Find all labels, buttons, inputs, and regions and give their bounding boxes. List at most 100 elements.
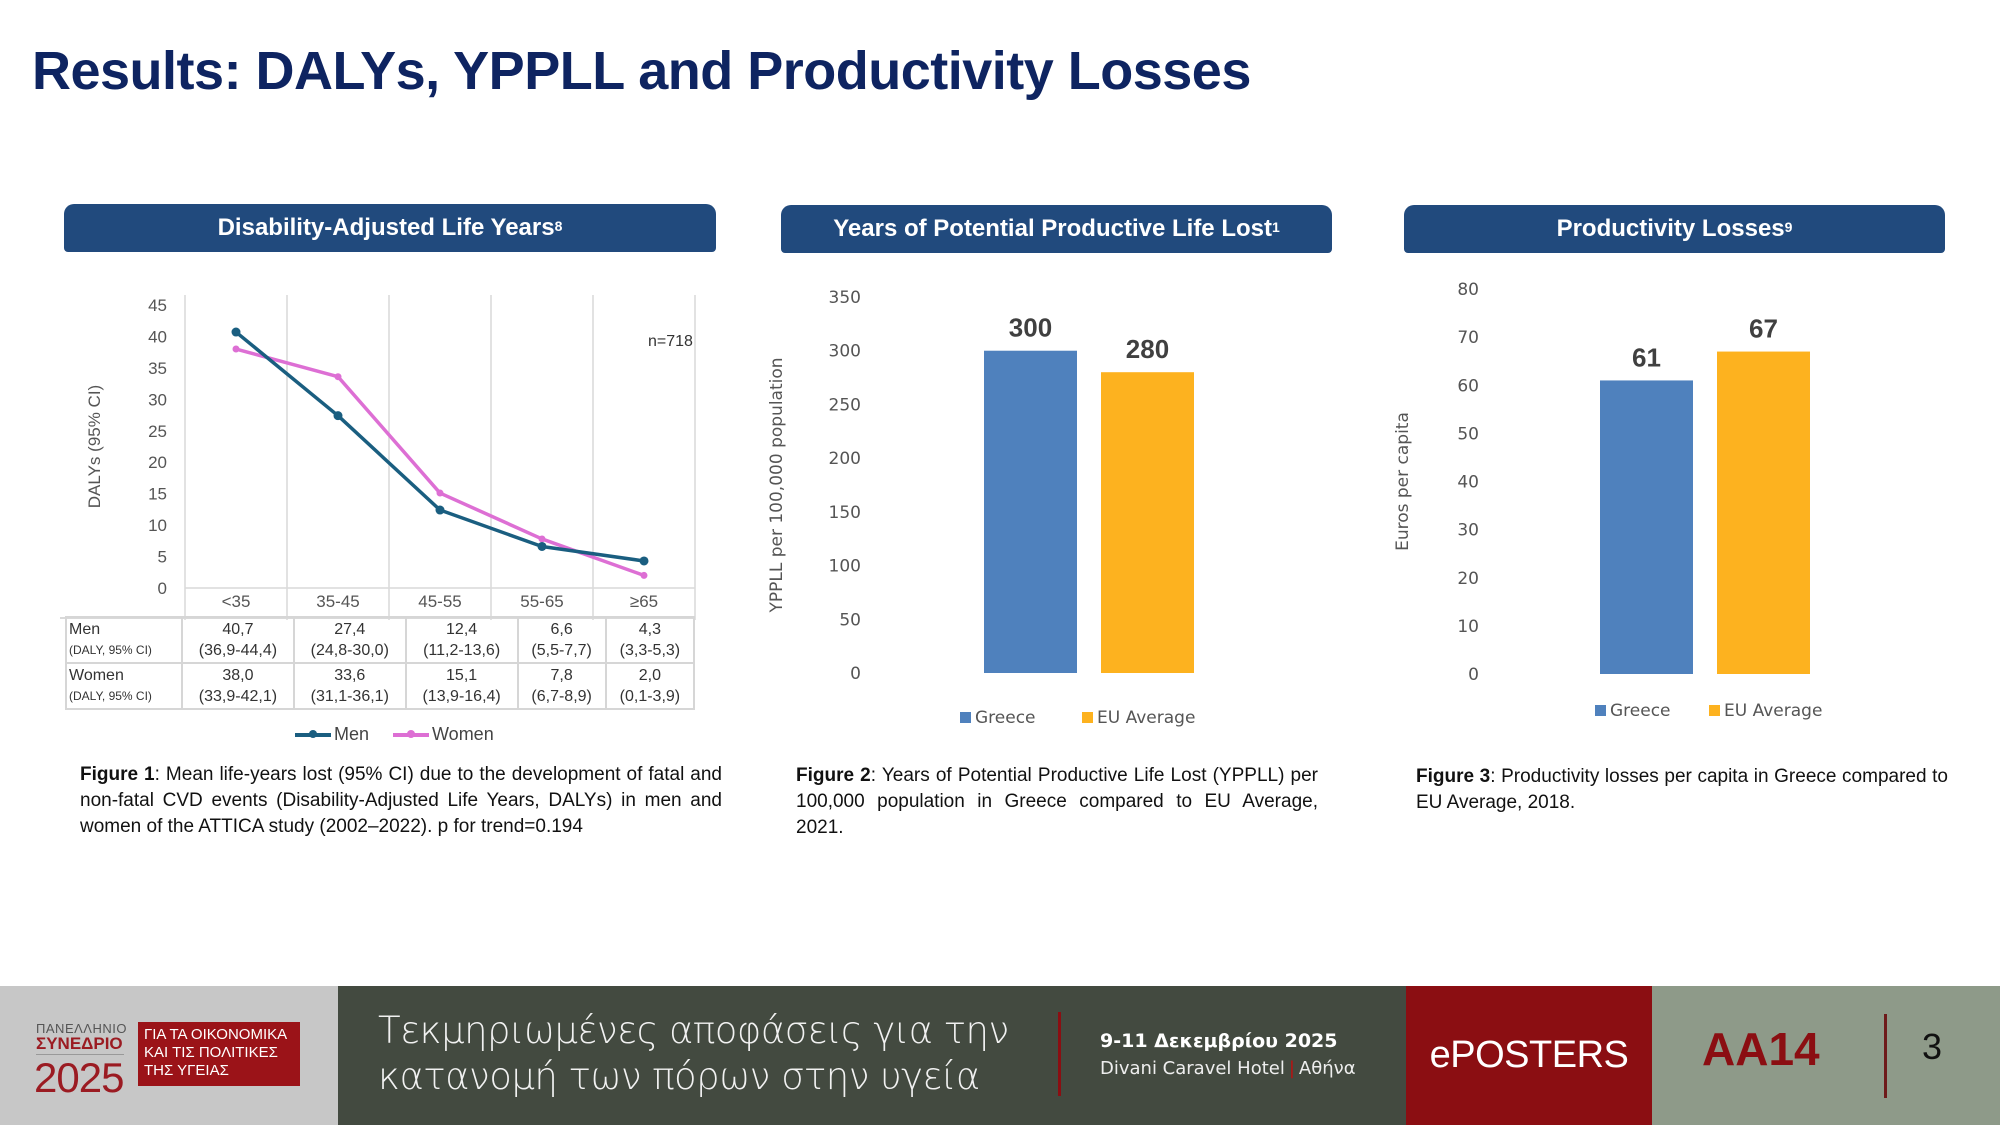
logo-divider [36, 1054, 124, 1055]
y-tick-label: 70 [1457, 328, 1479, 348]
data-point-women [334, 373, 342, 381]
y-tick-label: 80 [1457, 280, 1479, 300]
legend-swatch-men [295, 729, 331, 738]
data-point-women [538, 535, 546, 543]
y-tick-label: 50 [1457, 424, 1479, 444]
bar-value-label: 67 [1749, 314, 1778, 344]
x-tick-label: 35-45 [316, 592, 359, 611]
legend-label: Greece [1610, 701, 1671, 721]
table-cell: 4,3 (3,3-5,3) [604, 616, 696, 664]
page-title: Results: DALYs, YPPLL and Productivity L… [32, 41, 1251, 101]
table-cell: 2,0 (0,1-3,9) [604, 662, 696, 710]
y-tick-label: 150 [829, 503, 861, 523]
footnote-ref: 8 [554, 218, 563, 234]
yppll-bar-chart: 0 50 100 150 200 250 300 350 YPPLL per 100,000 p… [767, 288, 1195, 728]
data-point-men [639, 556, 649, 566]
table-cell: 40,7 (36,9-44,4) [181, 616, 295, 664]
conference-logo: ΠΑΝΕΛΛΗΝΙΟ ΣΥΝΕΔΡΙΟ 2025 ΓΙΑ ΤΑ ΟΙΚΟΝΟΜΙ… [0, 986, 338, 1125]
table-cell: 7,8 (6,7-8,9) [516, 662, 607, 710]
legend-swatch [1709, 705, 1720, 716]
y-tick-label: 10 [1457, 617, 1479, 637]
section-header-dalys: Disability-Adjusted Life Years 8 [64, 204, 716, 252]
sample-size-annotation: n=718 [648, 333, 693, 350]
table-cell: 12,4 (11,2-13,6) [404, 616, 519, 664]
y-tick-label: 300 [829, 342, 861, 362]
table-cell: 6,6 (5,5-7,7) [516, 616, 607, 664]
table-cell: 27,4 (24,8-30,0) [292, 616, 407, 664]
y-axis-label: YPPLL per 100,000 population [767, 357, 787, 613]
data-point-women [640, 571, 648, 579]
y-tick-label: 0 [850, 664, 861, 684]
y-tick-label: 5 [158, 548, 167, 567]
section-header-label: Years of Potential Productive Life Lost [833, 215, 1272, 242]
y-tick-label: 50 [839, 610, 861, 630]
legend-swatch-women [393, 729, 430, 738]
data-point-men [333, 411, 343, 421]
footnote-ref: 9 [1784, 219, 1793, 235]
y-tick-label: 30 [148, 390, 167, 409]
bar-greece [1600, 380, 1693, 674]
conference-tagline: Τεκμηριωμένες αποφάσεις για την κατανομή… [338, 986, 1406, 1125]
table-cell: 38,0 (33,9-42,1) [181, 662, 295, 710]
y-tick-label: 15 [148, 485, 167, 504]
table-row-men: Men (DALY, 95% CI) 40,7 (36,9-44,4) 27,4(… [65, 616, 696, 664]
legend-swatch [1595, 705, 1606, 716]
productivity-bar-chart: 0 10 20 30 40 50 60 70 80 Euros per capita 61 67 Gre… [1393, 280, 1822, 721]
y-tick-label: 0 [1468, 665, 1479, 685]
daly-data-table: Men (DALY, 95% CI) 40,7 (36,9-44,4) 27,4(… [65, 616, 696, 710]
row-label: Men (DALY, 95% CI) [65, 616, 183, 664]
figure-3-caption: Figure 3: Productivity losses per capita… [1416, 766, 1949, 813]
table-cell: 33,6 (31,1-36,1) [292, 662, 407, 710]
figure-2-caption: Figure 2: Years of Potential Productive … [796, 765, 1318, 838]
section-header-yppll: Years of Potential Productive Life Lost 1 [781, 205, 1332, 253]
data-point-men [435, 505, 445, 515]
y-tick-label: 25 [148, 422, 167, 441]
y-tick-label: 100 [829, 557, 861, 577]
y-tick-label: 20 [148, 453, 167, 472]
figure-1-caption: Figure 1: Mean life-years lost (95% CI) … [80, 764, 722, 837]
legend-label: EU Average [1097, 708, 1195, 728]
divider [1884, 1014, 1887, 1098]
y-tick-label: 40 [148, 327, 167, 346]
event-date: 9-11 Δεκεμβρίου 2025 [1100, 1030, 1338, 1052]
y-tick-label: 200 [829, 449, 861, 469]
row-label: Women (DALY, 95% CI) [65, 662, 183, 710]
eposters-label: ePOSTERS [1406, 986, 1652, 1125]
bar-eu-average [1101, 372, 1194, 673]
page-number: 3 [1922, 1026, 1943, 1067]
bar-greece [984, 350, 1077, 673]
poster-code-panel: AA14 3 [1652, 986, 2000, 1125]
section-header-label: Productivity Losses [1556, 215, 1785, 242]
y-tick-label: 30 [1457, 521, 1479, 541]
section-header-label: Disability-Adjusted Life Years [217, 214, 555, 241]
bar-value-label: 300 [1009, 313, 1052, 343]
legend-item-women: Women [393, 724, 494, 745]
x-tick-label: ≥65 [630, 592, 658, 611]
daly-legend: Men Women [295, 724, 494, 745]
table-row-women: Women (DALY, 95% CI) 38,0 (33,9-42,1) 33,… [65, 662, 696, 710]
y-tick-label: 10 [148, 516, 167, 535]
x-tick-label: 45-55 [418, 592, 461, 611]
y-tick-label: 40 [1457, 473, 1479, 493]
y-axis-label: Euros per capita [1393, 412, 1413, 551]
daly-line-chart: 0 5 10 15 20 25 30 35 40 45 <35 35-45 45-55 55-65 ≥65 D… [60, 295, 696, 620]
legend-label: Women [432, 724, 494, 744]
y-axis-label: DALYs (95% CI) [85, 385, 104, 508]
data-point-men [231, 327, 241, 337]
legend-swatch [960, 712, 971, 723]
y-tick-label: 60 [1457, 376, 1479, 396]
event-venue: Divani Caravel Hotel | Αθήνα [1100, 1058, 1356, 1079]
legend-item-men: Men [295, 724, 369, 745]
data-point-men [537, 541, 547, 551]
footnote-ref: 1 [1271, 219, 1280, 235]
y-tick-label: 35 [148, 359, 167, 378]
bar-value-label: 280 [1126, 334, 1169, 364]
divider [1058, 1012, 1061, 1096]
bar-value-label: 61 [1632, 342, 1661, 372]
y-tick-label: 45 [148, 296, 167, 315]
logo-box: ΓΙΑ ΤΑ ΟΙΚΟΝΟΜΙΚΑ ΚΑΙ ΤΙΣ ΠΟΛΙΤΙΚΕΣ ΤΗΣ … [138, 1022, 300, 1086]
legend-label: Greece [975, 708, 1036, 728]
legend-label: Men [334, 724, 370, 744]
y-tick-label: 350 [829, 288, 861, 308]
bar-eu-average [1717, 351, 1810, 674]
